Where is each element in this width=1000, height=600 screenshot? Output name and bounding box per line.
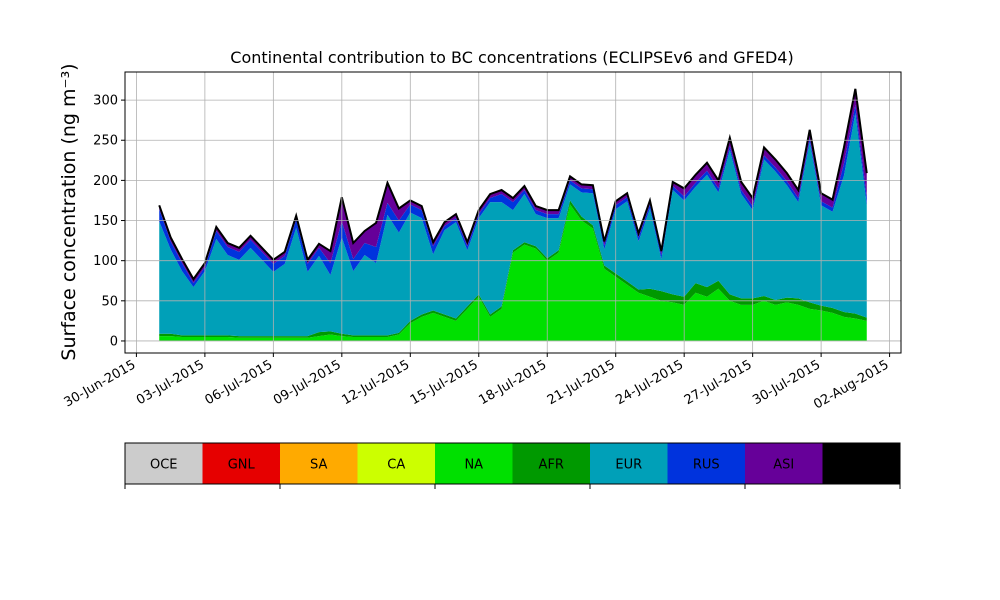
stacked-areas — [158, 88, 868, 341]
area-asi — [159, 88, 867, 284]
legend-label-sa: SA — [310, 458, 327, 473]
legend-label-na: NA — [464, 458, 483, 473]
x-axis: 30-Jun-201503-Jul-201506-Jul-201509-Jul-… — [62, 353, 892, 413]
x-tick-label: 03-Jul-2015 — [134, 357, 207, 408]
area-na — [159, 204, 867, 341]
y-tick-label: 100 — [93, 254, 118, 269]
y-tick-label: 300 — [93, 94, 118, 109]
area-eur — [159, 112, 867, 337]
x-tick-label: 18-Jul-2015 — [476, 357, 549, 408]
x-tick-label: 02-Aug-2015 — [811, 357, 891, 412]
x-tick-label: 15-Jul-2015 — [408, 357, 481, 408]
x-tick-label: 21-Jul-2015 — [545, 357, 618, 408]
legend-swatch-aus — [822, 443, 900, 484]
legend-swatch-afr — [512, 443, 590, 484]
legend-swatch-rus — [667, 443, 745, 484]
legend-label-aus: AUS — [848, 458, 875, 473]
legend-colorbar: OCE GNL SA CA NA AFR EUR RUS ASI AUS — [124, 442, 901, 489]
legend-swatch-na — [435, 443, 513, 484]
y-tick-label: 150 — [93, 214, 118, 229]
legend-swatch-asi — [745, 443, 823, 484]
y-tick-label: 250 — [93, 134, 118, 149]
legend-label-oce: OCE — [150, 458, 178, 473]
legend-label-afr: AFR — [539, 458, 564, 473]
legend-swatch-eur — [590, 443, 668, 484]
legend-swatch-oce — [125, 443, 203, 484]
grid — [125, 72, 901, 353]
legend-swatch-ca — [357, 443, 435, 484]
legend-label-eur: EUR — [615, 458, 642, 473]
legend-swatch-gnl — [202, 443, 280, 484]
legend-label-ca: CA — [387, 458, 405, 473]
legend-label-rus: RUS — [693, 458, 720, 473]
y-tick-label: 200 — [93, 174, 118, 189]
plot-area: 0 50 100 150 200 250 300 30-Jun-201503-Jul-201… — [62, 71, 902, 413]
x-tick-label: 09-Jul-2015 — [271, 357, 344, 408]
y-axis: 0 50 100 150 200 250 300 — [93, 94, 125, 349]
y-axis-label: Surface concentration (ng m⁻³) — [58, 63, 80, 360]
x-tick-label: 06-Jul-2015 — [203, 357, 276, 408]
legend-swatch-sa — [280, 443, 358, 484]
plot-frame — [124, 71, 902, 354]
total-outline — [158, 88, 868, 281]
legend-label-asi: ASI — [773, 458, 794, 473]
x-tick-label: 30-Jun-2015 — [62, 357, 139, 410]
x-tick-label: 24-Jul-2015 — [613, 357, 686, 408]
chart-title: Continental contribution to BC concentra… — [230, 48, 793, 67]
legend-label-gnl: GNL — [228, 458, 256, 473]
x-tick-label: 12-Jul-2015 — [339, 357, 412, 408]
x-tick-label: 27-Jul-2015 — [682, 357, 755, 408]
y-tick-label: 50 — [101, 294, 118, 309]
y-tick-label: 0 — [110, 334, 118, 349]
legend-frame — [124, 442, 901, 485]
